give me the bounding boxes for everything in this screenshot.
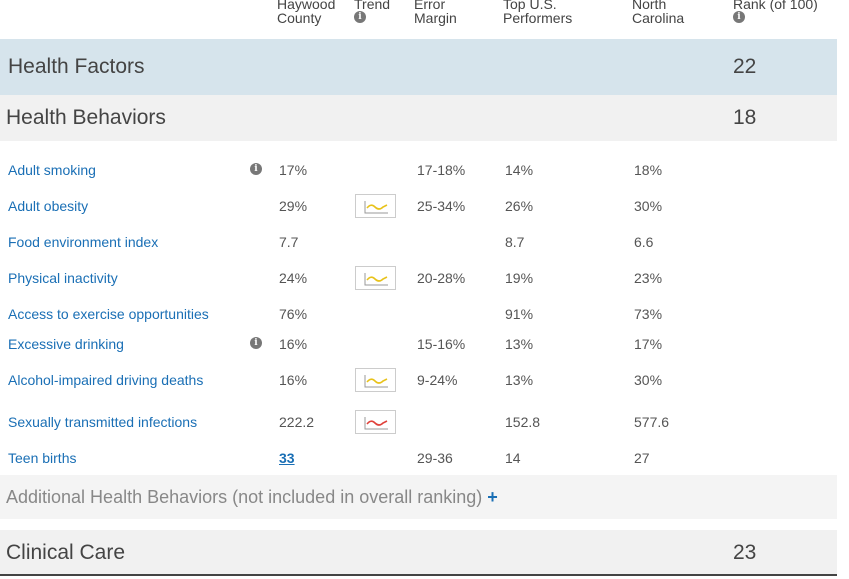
header-county: Haywood County	[277, 0, 335, 25]
top-performers-value: 14	[505, 450, 521, 466]
health-factors-label: Health Factors	[8, 55, 145, 78]
top-performers-value: 14%	[505, 162, 534, 178]
expand-plus-icon[interactable]: +	[487, 487, 498, 507]
additional-behaviors-label: Additional Health Behaviors (not include…	[6, 487, 498, 508]
top-performers-value: 13%	[505, 336, 534, 352]
info-icon[interactable]: i	[250, 337, 262, 349]
measure-name-link[interactable]: Excessive drinking	[8, 336, 124, 352]
header-nc-line1: North	[632, 0, 667, 12]
worsening-icon	[364, 273, 388, 286]
top-performers-value: 152.8	[505, 414, 541, 430]
header-rank: Rank (of 100) i	[733, 0, 818, 23]
table-row: Access to exercise opportunities 76% 91% 73…	[0, 302, 837, 326]
health-behaviors-band[interactable]: Health Behaviors 18	[0, 95, 837, 141]
table-row: Physical inactivity 24% 20-28% 19% 23%	[0, 266, 837, 290]
health-factors-band[interactable]: Health Factors 22	[0, 39, 837, 95]
county-value: 17%	[279, 162, 308, 178]
info-icon[interactable]: i	[354, 11, 366, 23]
measure-name-link[interactable]: Physical inactivity	[8, 270, 118, 286]
north-carolina-value: 30%	[634, 198, 663, 214]
header-trend-label: Trend	[354, 0, 391, 12]
health-factors-rank: 22	[733, 55, 757, 78]
county-value: 16%	[279, 372, 308, 388]
worsening-icon	[364, 375, 388, 388]
clinical-care-band[interactable]: Clinical Care 23	[0, 530, 837, 576]
header-top-line2: Performers	[503, 10, 573, 26]
header-county-line2: County	[277, 10, 322, 26]
error-margin-value: 15-16%	[417, 336, 466, 352]
north-carolina-value: 17%	[634, 336, 663, 352]
error-margin-value: 20-28%	[417, 270, 466, 286]
worsening-icon	[364, 201, 388, 214]
header-top-line1: Top U.S.	[503, 0, 557, 12]
error-margin-value: 25-34%	[417, 198, 466, 214]
top-performers-value: 91%	[505, 306, 534, 322]
header-trend: Trend i	[354, 0, 390, 23]
measure-name-link[interactable]: Sexually transmitted infections	[8, 414, 198, 430]
county-value-link[interactable]: 33	[279, 450, 295, 466]
trend-graph-button[interactable]	[355, 266, 396, 290]
measure-name-link[interactable]: Adult obesity	[8, 198, 89, 214]
header-top-performers: Top U.S. Performers	[503, 0, 572, 25]
north-carolina-value: 18%	[634, 162, 663, 178]
county-value: 16%	[279, 336, 308, 352]
north-carolina-value: 27	[634, 450, 650, 466]
table-row: Alcohol-impaired driving deaths 16% 9-24% 1…	[0, 368, 837, 392]
county-value: 222.2	[279, 414, 315, 430]
table-row: Teen births 33 29-36 14 27	[0, 446, 837, 470]
header-north-carolina: North Carolina	[632, 0, 684, 25]
top-performers-value: 26%	[505, 198, 534, 214]
measure-name-link[interactable]: Alcohol-impaired driving deaths	[8, 372, 204, 388]
header-error-line2: Margin	[414, 10, 457, 26]
clinical-care-label: Clinical Care	[6, 541, 126, 564]
header-error-line1: Error	[414, 0, 446, 12]
county-value: 24%	[279, 270, 308, 286]
measure-name-link[interactable]: Teen births	[8, 450, 77, 466]
info-icon[interactable]: i	[250, 163, 262, 175]
trend-graph-button[interactable]	[355, 410, 396, 434]
north-carolina-value: 23%	[634, 270, 663, 286]
error-margin-value: 9-24%	[417, 372, 458, 388]
additional-behaviors-row[interactable]: Additional Health Behaviors (not include…	[0, 475, 837, 519]
table-row: Excessive drinking i 16% 15-16% 13% 17%	[0, 332, 837, 356]
trend-graph-button[interactable]	[355, 194, 396, 218]
top-performers-value: 19%	[505, 270, 534, 286]
county-value: 76%	[279, 306, 308, 322]
north-carolina-value: 6.6	[634, 234, 654, 250]
top-performers-value: 8.7	[505, 234, 525, 250]
clinical-care-rank: 23	[733, 541, 757, 564]
north-carolina-value: 577.6	[634, 414, 670, 430]
table-header: Haywood County Trend i Error Margin Top …	[0, 0, 849, 39]
header-error-margin: Error Margin	[414, 0, 457, 25]
trend-graph-button[interactable]	[355, 368, 396, 392]
header-rank-label: Rank (of 100)	[733, 0, 818, 12]
header-county-line1: Haywood	[277, 0, 336, 12]
info-icon[interactable]: i	[733, 11, 745, 23]
measure-name-link[interactable]: Food environment index	[8, 234, 159, 250]
measure-name-link[interactable]: Access to exercise opportunities	[8, 306, 209, 322]
health-behaviors-rank: 18	[733, 106, 757, 129]
county-value: 7.7	[279, 234, 299, 250]
county-value: 29%	[279, 198, 308, 214]
health-behaviors-label: Health Behaviors	[6, 106, 166, 129]
additional-behaviors-text: Additional Health Behaviors (not include…	[6, 487, 483, 507]
measure-name-link[interactable]: Adult smoking	[8, 162, 96, 178]
top-performers-value: 13%	[505, 372, 534, 388]
increasing-icon	[364, 417, 388, 430]
table-row: Food environment index 7.7 8.7 6.6	[0, 230, 837, 254]
header-nc-line2: Carolina	[632, 10, 685, 26]
error-margin-value: 17-18%	[417, 162, 466, 178]
north-carolina-value: 73%	[634, 306, 663, 322]
table-row: Adult obesity 29% 25-34% 26% 30%	[0, 194, 837, 218]
table-row: Adult smoking i 17% 17-18% 14% 18%	[0, 158, 837, 182]
north-carolina-value: 30%	[634, 372, 663, 388]
table-row: Sexually transmitted infections 222.2 152.…	[0, 410, 837, 434]
error-margin-value: 29-36	[417, 450, 453, 466]
